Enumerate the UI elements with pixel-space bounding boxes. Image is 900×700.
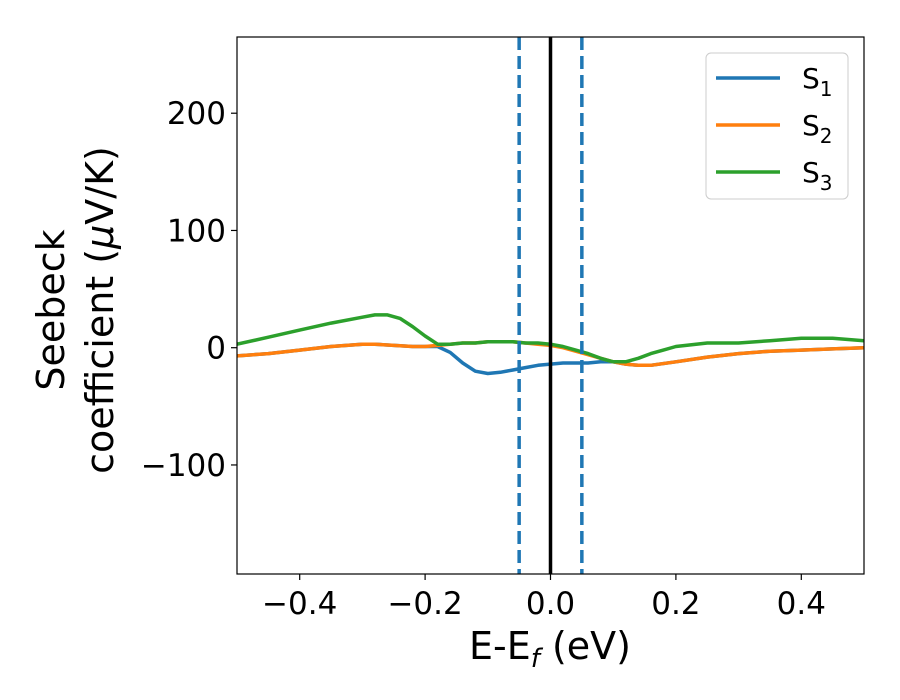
legend-label-s3: S3 bbox=[802, 156, 833, 195]
plot-area bbox=[237, 37, 864, 574]
y-tick-label: 200 bbox=[167, 96, 226, 132]
x-tick-label: −0.2 bbox=[387, 586, 462, 622]
legend: S1 S2 S3 bbox=[705, 52, 849, 200]
legend-label-s2: S2 bbox=[802, 109, 833, 148]
x-axis-label: E-Ef (eV) bbox=[469, 624, 631, 674]
x-tick-label: 0.4 bbox=[777, 586, 826, 622]
y-tick-label: 100 bbox=[167, 213, 226, 249]
y-tick-label: 0 bbox=[206, 331, 226, 367]
x-tick-label: −0.4 bbox=[262, 586, 337, 622]
axes: −0.4 −0.2 0.0 0.2 0.4 200 100 0 −100 bbox=[141, 36, 865, 622]
series-line-s3 bbox=[237, 313, 864, 364]
x-tick-label: 0.2 bbox=[651, 586, 700, 622]
legend-label-s1: S1 bbox=[802, 62, 833, 101]
y-tick-label: −100 bbox=[141, 448, 226, 484]
y-axis-label: Seebeck coefficient (μV/K) bbox=[29, 146, 122, 474]
x-tick-label: 0.0 bbox=[526, 586, 575, 622]
